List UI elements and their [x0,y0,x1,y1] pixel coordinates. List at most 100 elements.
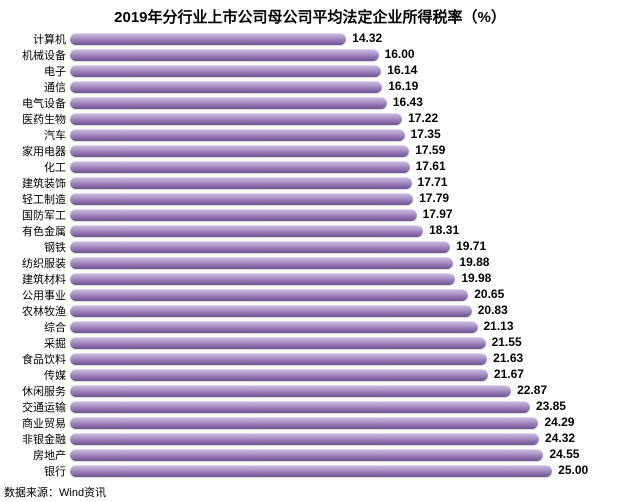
bar [70,49,379,61]
bar [70,257,453,269]
bar-row: 电气设备16.43 [70,95,610,111]
bar-row: 公用事业20.65 [70,287,610,303]
bar-row: 医药生物17.22 [70,111,610,127]
bar-row: 化工17.61 [70,159,610,175]
bar-row: 家用电器17.59 [70,143,610,159]
bar-row: 综合21.13 [70,319,610,335]
category-label: 电子 [0,63,66,79]
category-label: 休闲服务 [0,383,66,399]
bar [70,449,543,461]
bar-track: 25.00 [70,465,610,477]
bar-value-label: 17.22 [408,111,438,125]
bar-track: 21.67 [70,369,610,381]
bar-track: 16.00 [70,49,610,61]
bar [70,337,486,349]
category-label: 建筑材料 [0,271,66,287]
bar-row: 有色金属18.31 [70,223,610,239]
bar-value-label: 16.19 [388,79,418,93]
bar-value-label: 23.85 [536,399,566,413]
bar-track: 21.63 [70,353,610,365]
bar-value-label: 22.87 [517,383,547,397]
bar-row: 机械设备16.00 [70,47,610,63]
bar-row: 银行25.00 [70,463,610,479]
bar-row: 采掘21.55 [70,335,610,351]
bar-value-label: 24.55 [549,447,579,461]
bar [70,417,538,429]
bar-track: 18.31 [70,225,610,237]
category-label: 采掘 [0,335,66,351]
bar-value-label: 17.97 [423,207,453,221]
category-label: 家用电器 [0,143,66,159]
category-label: 交通运输 [0,399,66,415]
bar-track: 17.61 [70,161,610,173]
bar-track: 24.32 [70,433,610,445]
bar [70,113,402,125]
bar-value-label: 16.43 [393,95,423,109]
bar-row: 传媒21.67 [70,367,610,383]
bar-row: 计算机14.32 [70,31,610,47]
bar-track: 17.35 [70,129,610,141]
bar-value-label: 16.00 [385,47,415,61]
bar-track: 22.87 [70,385,610,397]
category-label: 医药生物 [0,111,66,127]
category-label: 通信 [0,79,66,95]
category-label: 传媒 [0,367,66,383]
category-label: 商业贸易 [0,415,66,431]
bar [70,273,455,285]
bar-value-label: 25.00 [558,463,588,477]
bar-value-label: 24.29 [544,415,574,429]
bar-value-label: 19.98 [461,271,491,285]
bar-row: 钢铁19.71 [70,239,610,255]
bar-track: 23.85 [70,401,610,413]
category-label: 纺织服装 [0,255,66,271]
bar-row: 建筑装饰17.71 [70,175,610,191]
bar-track: 19.88 [70,257,610,269]
bar-value-label: 19.88 [459,255,489,269]
bar-row: 电子16.14 [70,63,610,79]
bar-track: 20.65 [70,289,610,301]
bar-row: 房地产24.55 [70,447,610,463]
category-label: 农林牧渔 [0,303,66,319]
bar-row: 建筑材料19.98 [70,271,610,287]
category-label: 钢铁 [0,239,66,255]
category-label: 综合 [0,319,66,335]
category-label: 机械设备 [0,47,66,63]
category-label: 有色金属 [0,223,66,239]
bar-row: 汽车17.35 [70,127,610,143]
bar-value-label: 14.32 [352,31,382,45]
category-label: 银行 [0,463,66,479]
bar-row: 农林牧渔20.83 [70,303,610,319]
category-label: 公用事业 [0,287,66,303]
bar-value-label: 18.31 [429,223,459,237]
bar-row: 食品饮料21.63 [70,351,610,367]
bar-track: 24.55 [70,449,610,461]
bar-track: 24.29 [70,417,610,429]
category-label: 房地产 [0,447,66,463]
bar [70,225,423,237]
bar-value-label: 24.32 [545,431,575,445]
bar-track: 21.55 [70,337,610,349]
bar [70,353,487,365]
bar [70,305,472,317]
bar-value-label: 16.14 [387,63,417,77]
bar-row: 商业贸易24.29 [70,415,610,431]
bar-row: 纺织服装19.88 [70,255,610,271]
bar [70,97,387,109]
category-label: 化工 [0,159,66,175]
bar [70,193,413,205]
bar-value-label: 17.59 [415,143,445,157]
bar-value-label: 20.65 [474,287,504,301]
bar [70,385,511,397]
bar-track: 20.83 [70,305,610,317]
bar-track: 17.79 [70,193,610,205]
category-label: 汽车 [0,127,66,143]
bar [70,81,382,93]
bar [70,161,410,173]
bar-value-label: 21.55 [492,335,522,349]
bar-row: 通信16.19 [70,79,610,95]
bar-row: 交通运输23.85 [70,399,610,415]
chart-title: 2019年分行业上市公司母公司平均法定企业所得税率（%） [0,0,620,31]
category-label: 国防军工 [0,207,66,223]
chart-container: 2019年分行业上市公司母公司平均法定企业所得税率（%） 计算机14.32机械设… [0,0,620,502]
bar-value-label: 17.61 [416,159,446,173]
